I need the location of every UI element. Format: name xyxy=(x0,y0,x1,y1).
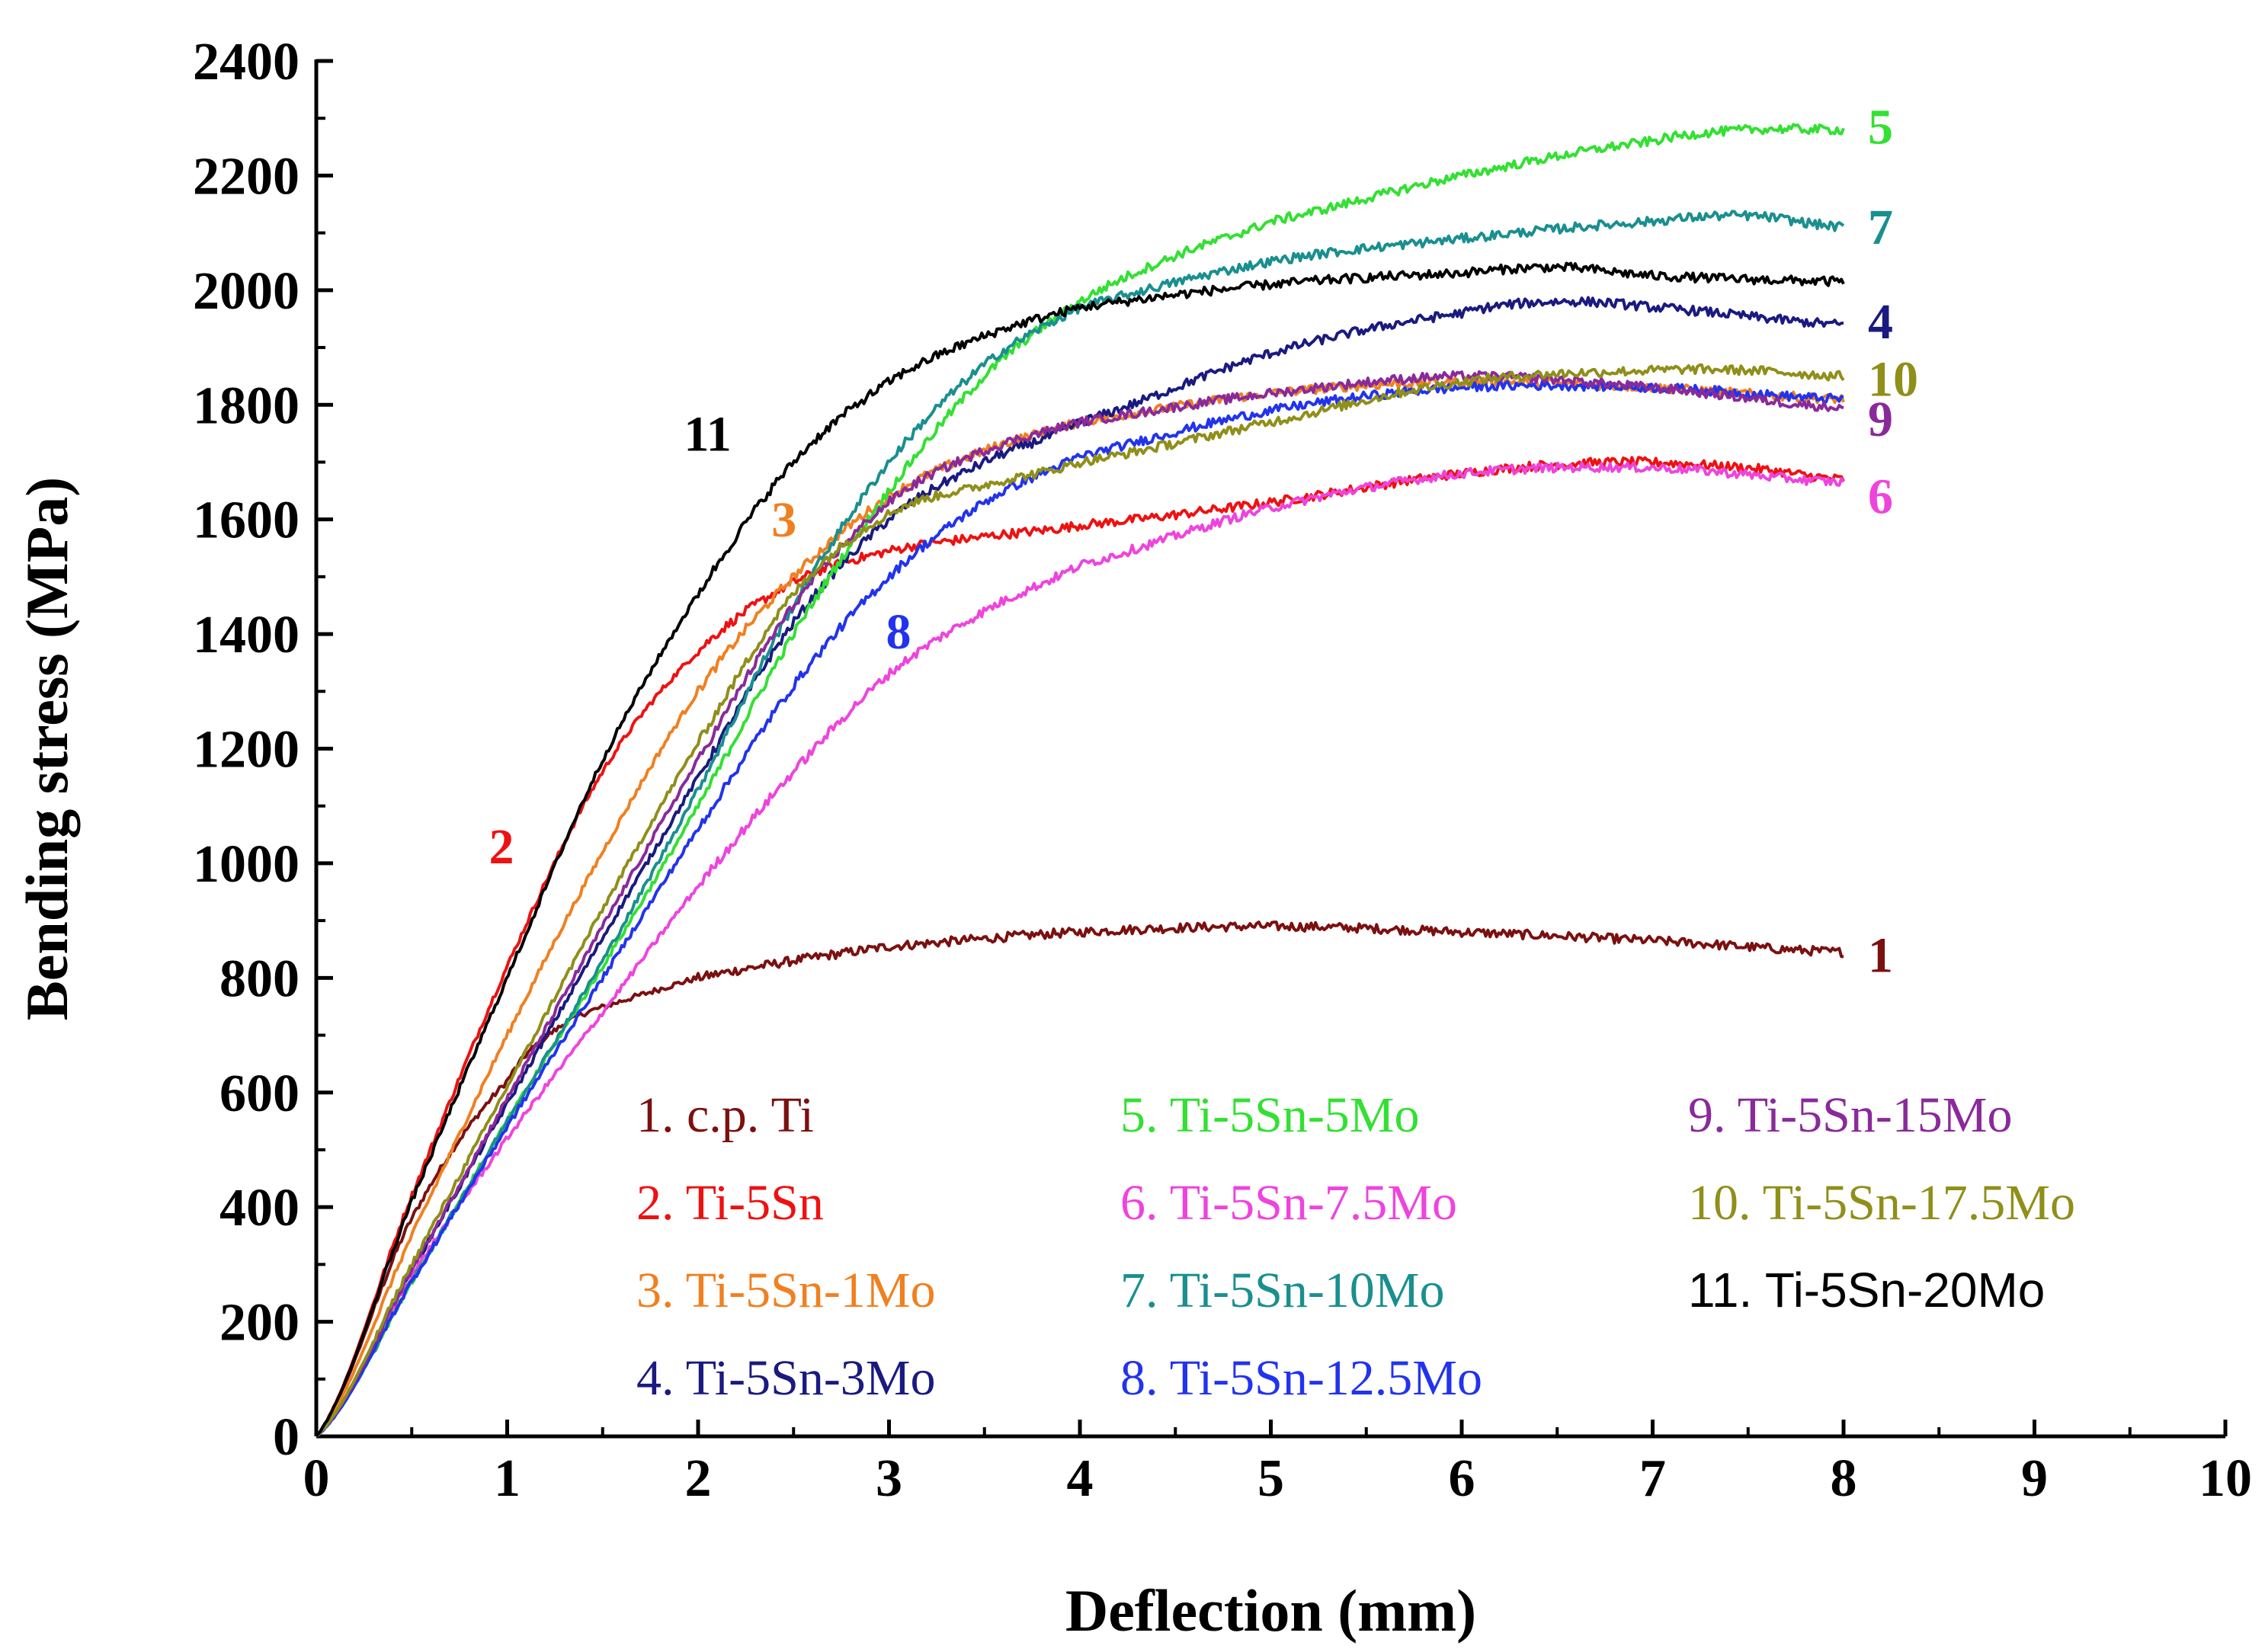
y-tick-label: 1200 xyxy=(193,721,300,780)
legend-entry: 3. Ti-5Sn-1Mo xyxy=(636,1263,936,1318)
y-tick-label: 2400 xyxy=(193,33,300,91)
x-tick-label: 4 xyxy=(1067,1449,1094,1508)
x-tick-label: 9 xyxy=(2021,1449,2048,1508)
x-tick-label: 7 xyxy=(1639,1449,1666,1508)
series-line-1 xyxy=(315,920,1844,1438)
legend-entry: 11. Ti-5Sn-20Mo xyxy=(1688,1263,2045,1317)
y-tick-label: 800 xyxy=(219,949,300,1008)
x-tick-label: 2 xyxy=(685,1449,712,1508)
x-tick-label: 8 xyxy=(1831,1449,1857,1508)
end-label-7: 7 xyxy=(1868,200,1893,255)
x-tick-label: 0 xyxy=(303,1449,330,1508)
end-label-4: 4 xyxy=(1868,294,1893,350)
plot-axes: 0 1 2 3 4 5 6 7 8 9 100200400600800100012001400160… xyxy=(193,33,2252,1508)
y-tick-label: 1800 xyxy=(193,376,300,435)
inline-label-8: 8 xyxy=(886,604,911,660)
x-tick-label: 5 xyxy=(1257,1449,1284,1508)
legend-entry: 10. Ti-5Sn-17.5Mo xyxy=(1688,1175,2075,1231)
x-tick-label: 6 xyxy=(1449,1449,1475,1508)
legend-entry: 2. Ti-5Sn xyxy=(636,1175,824,1231)
y-axis-title: Bending stress (MPa) xyxy=(14,477,80,1021)
series-layer xyxy=(315,123,1845,1438)
y-tick-label: 2000 xyxy=(193,262,300,321)
legend-entry: 6. Ti-5Sn-7.5Mo xyxy=(1120,1175,1457,1231)
x-tick-label: 10 xyxy=(2199,1449,2252,1508)
y-tick-label: 1400 xyxy=(193,606,300,664)
y-tick-label: 200 xyxy=(219,1294,300,1353)
series-line-9 xyxy=(315,370,1844,1438)
legend-entry: 8. Ti-5Sn-12.5Mo xyxy=(1120,1350,1482,1406)
y-tick-label: 400 xyxy=(219,1179,300,1237)
legend-entry: 9. Ti-5Sn-15Mo xyxy=(1688,1087,2013,1143)
legend: 1. c.p. Ti 2. Ti-5Sn 3. Ti-5Sn-1Mo 4. Ti-5S… xyxy=(636,1087,2075,1406)
legend-entry: 7. Ti-5Sn-10Mo xyxy=(1120,1263,1445,1318)
x-axis-title: Deflection (mm) xyxy=(1065,1577,1476,1644)
inline-label-11: 11 xyxy=(684,406,731,462)
legend-entry: 4. Ti-5Sn-3Mo xyxy=(636,1350,936,1406)
series-line-6 xyxy=(315,461,1845,1438)
end-label-10: 10 xyxy=(1868,351,1918,407)
end-label-6: 6 xyxy=(1868,469,1893,525)
legend-entry: 5. Ti-5Sn-5Mo xyxy=(1120,1087,1420,1143)
inline-label-3: 3 xyxy=(771,492,796,548)
end-label-5: 5 xyxy=(1868,99,1893,155)
series-line-3 xyxy=(315,376,1845,1437)
inline-label-2: 2 xyxy=(489,819,514,875)
series-line-11 xyxy=(315,261,1845,1438)
legend-entry: 1. c.p. Ti xyxy=(636,1087,814,1143)
y-tick-label: 600 xyxy=(219,1065,300,1123)
series-line-2 xyxy=(315,456,1845,1438)
series-line-8 xyxy=(315,379,1844,1438)
series-line-5 xyxy=(315,123,1845,1438)
y-tick-label: 0 xyxy=(273,1408,300,1467)
x-tick-label: 3 xyxy=(876,1449,902,1508)
y-tick-label: 1600 xyxy=(193,491,300,550)
x-tick-label: 1 xyxy=(494,1449,521,1508)
y-tick-label: 1000 xyxy=(193,835,300,894)
end-label-1: 1 xyxy=(1868,927,1893,983)
series-line-7 xyxy=(315,210,1845,1438)
series-line-10 xyxy=(315,363,1845,1438)
y-tick-label: 2200 xyxy=(193,147,300,206)
end-label-9: 9 xyxy=(1868,392,1893,447)
